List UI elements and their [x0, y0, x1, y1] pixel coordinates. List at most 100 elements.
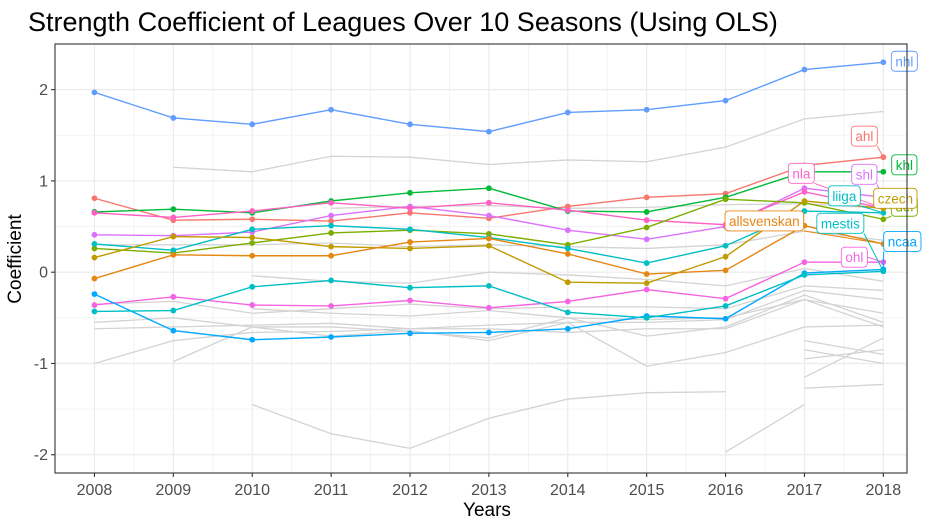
- point-allsvenskan: [249, 252, 256, 259]
- point-nla: [564, 207, 571, 214]
- end-label-text-ohl: ohl: [845, 250, 863, 265]
- x-tick-label: 2013: [471, 482, 507, 499]
- point-mestis: [801, 272, 808, 278]
- y-tick-label: 0: [39, 265, 48, 282]
- background-series-line: [173, 321, 884, 367]
- point-mestis: [643, 314, 650, 321]
- point-ohl: [249, 302, 256, 308]
- point-del: [722, 196, 729, 203]
- end-label-ohl: ohl: [840, 246, 884, 268]
- background-series-line: [804, 340, 884, 355]
- end-label-box-allsvenskan: [724, 210, 805, 232]
- point-liiga: [249, 226, 256, 233]
- end-label-text-ahl: ahl: [855, 129, 873, 144]
- end-label-mestis: mestis: [816, 212, 884, 272]
- point-ahl: [643, 194, 650, 201]
- background-series-line: [251, 391, 726, 450]
- point-ohl: [485, 304, 492, 311]
- x-axis-title: Years: [463, 500, 511, 521]
- end-label-box-nla: [787, 162, 815, 184]
- point-ohl: [91, 302, 98, 308]
- end-label-czech: czech: [873, 187, 918, 209]
- point-shl: [564, 227, 571, 234]
- point-nhl: [407, 121, 413, 128]
- point-nla: [407, 205, 413, 212]
- end-label-text-ncaa: ncaa: [888, 234, 918, 249]
- point-allsvenskan: [485, 235, 492, 242]
- point-allsvenskan: [328, 252, 335, 259]
- x-tick-label: 2011: [314, 482, 349, 499]
- point-nla: [91, 209, 98, 216]
- point-nhl: [643, 106, 650, 113]
- point-liiga: [407, 226, 413, 233]
- point-mestis: [91, 308, 98, 315]
- point-czech: [91, 254, 98, 261]
- point-nla: [249, 208, 256, 214]
- point-czech: [407, 245, 413, 252]
- point-ncaa: [485, 329, 492, 336]
- end-label-khl: khl: [891, 154, 918, 176]
- end-label-shl: shl: [851, 163, 884, 198]
- point-allsvenskan: [91, 275, 98, 282]
- point-liiga: [91, 240, 98, 247]
- x-tick-label: 2016: [708, 482, 744, 499]
- point-ncaa: [91, 291, 98, 297]
- background-series-line: [725, 403, 805, 453]
- point-mestis: [564, 309, 571, 316]
- point-nla: [328, 199, 335, 206]
- background-series-line: [252, 298, 884, 321]
- point-mestis: [407, 284, 413, 291]
- axes: 2008 2009 2010 2011 2012 2013 2014 2015 2016 2017…: [34, 82, 901, 499]
- point-del: [249, 240, 256, 246]
- end-label-leader-del: [883, 215, 892, 220]
- point-liiga: [328, 222, 335, 229]
- point-shl: [91, 231, 98, 238]
- point-ohl: [170, 293, 177, 300]
- end-label-text-shl: shl: [856, 167, 873, 182]
- x-tick-label: 2018: [866, 482, 902, 499]
- series-ncaa: [91, 266, 887, 343]
- x-tick-label: 2017: [787, 482, 823, 499]
- point-nhl: [880, 59, 887, 66]
- point-ncaa: [407, 330, 413, 337]
- end-label-ncaa: ncaa: [882, 231, 922, 270]
- end-label-box-nhl: [890, 50, 918, 72]
- point-czech: [722, 253, 729, 260]
- background-series-line: [804, 349, 884, 360]
- point-nla: [801, 188, 808, 195]
- y-tick-label: -1: [34, 356, 48, 373]
- end-label-box-shl: [851, 163, 878, 185]
- point-khl: [643, 209, 650, 215]
- series-nhl: [91, 59, 887, 135]
- point-czech: [643, 280, 650, 287]
- x-tick-label: 2015: [629, 482, 665, 499]
- point-nla: [170, 214, 177, 221]
- point-ncaa: [170, 327, 177, 334]
- point-del: [328, 230, 335, 236]
- end-label-box-ohl: [840, 246, 868, 268]
- x-tick-label: 2010: [234, 482, 270, 499]
- point-ohl: [407, 297, 413, 304]
- end-label-box-ncaa: [883, 231, 922, 252]
- point-nla: [643, 217, 650, 224]
- end-label-text-nla: nla: [792, 166, 811, 181]
- end-label-box-czech: [873, 187, 918, 209]
- point-shl: [485, 212, 492, 219]
- point-liiga: [564, 245, 571, 252]
- point-mestis: [328, 277, 335, 284]
- point-ncaa: [722, 315, 729, 322]
- background-series-line: [94, 289, 884, 330]
- end-label-leader-ahl: [876, 145, 884, 158]
- point-ohl: [328, 303, 335, 309]
- end-label-box-mestis: [816, 212, 865, 234]
- point-liiga: [722, 242, 729, 249]
- grid: [55, 43, 907, 473]
- point-mestis: [485, 282, 492, 289]
- x-tick-label: 2009: [156, 482, 192, 499]
- point-mestis: [249, 283, 256, 290]
- point-allsvenskan: [643, 271, 650, 277]
- point-czech: [328, 243, 335, 250]
- end-label-leader-allsvenskan: [803, 230, 884, 245]
